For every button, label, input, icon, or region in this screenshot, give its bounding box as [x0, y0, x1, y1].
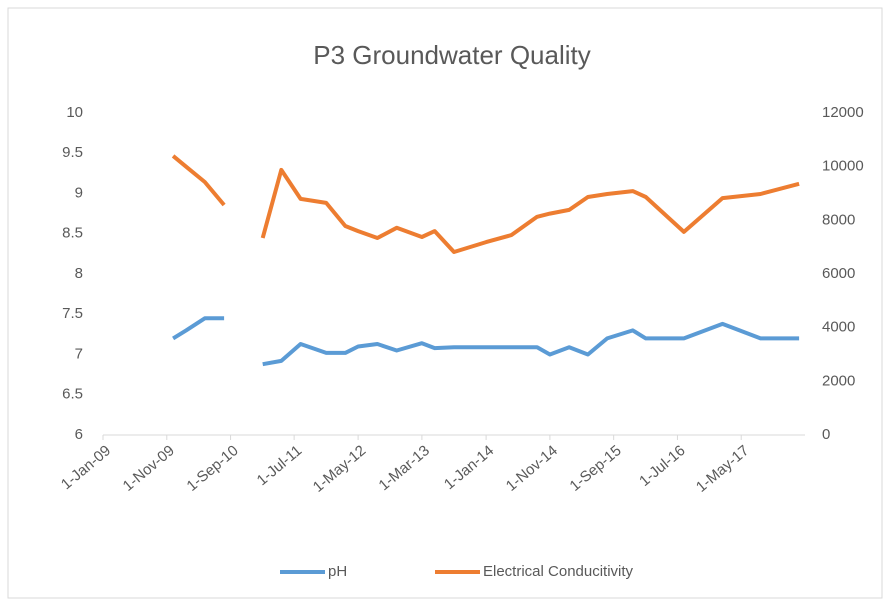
y-tick-label: 10 [66, 104, 83, 121]
y2-tick-label: 12000 [822, 104, 864, 121]
y-tick-label: 7.5 [62, 305, 83, 322]
chart-border [7, 7, 883, 599]
legend-label: Electrical Conducitivity [483, 563, 634, 580]
y2-tick-label: 4000 [822, 319, 855, 336]
y-tick-label: 6.5 [62, 386, 83, 403]
y-tick-label: 7 [75, 345, 83, 362]
series-line [171, 154, 800, 254]
y-tick-label: 9.5 [62, 144, 83, 161]
y2-tick-label: 10000 [822, 158, 864, 175]
chart-title: P3 Groundwater Quality [313, 40, 590, 70]
y-tick-label: 8.5 [62, 225, 83, 242]
y2-tick-label: 8000 [822, 211, 855, 228]
y2-tick-label: 6000 [822, 265, 855, 282]
y-tick-label: 9 [75, 184, 83, 201]
y-tick-label: 8 [75, 265, 83, 282]
legend-label: pH [328, 563, 347, 580]
series-line [172, 316, 800, 367]
y-tick-label: 6 [75, 426, 83, 443]
y2-tick-label: 0 [822, 426, 830, 443]
y2-tick-label: 2000 [822, 372, 855, 389]
